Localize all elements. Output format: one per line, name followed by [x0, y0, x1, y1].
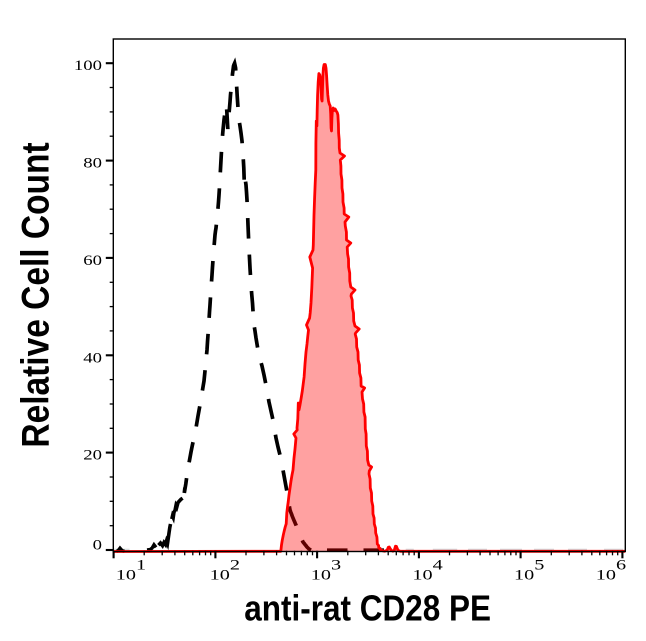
svg-text:40: 40: [83, 349, 102, 366]
svg-text:anti-rat CD28 PE: anti-rat CD28 PE: [244, 589, 491, 629]
svg-text:80: 80: [83, 154, 102, 171]
svg-text:20: 20: [83, 446, 102, 463]
svg-text:100: 100: [74, 57, 102, 74]
svg-text:0: 0: [93, 536, 102, 553]
svg-text:Relative Cell Count: Relative Cell Count: [13, 142, 57, 447]
svg-text:60: 60: [83, 252, 102, 269]
